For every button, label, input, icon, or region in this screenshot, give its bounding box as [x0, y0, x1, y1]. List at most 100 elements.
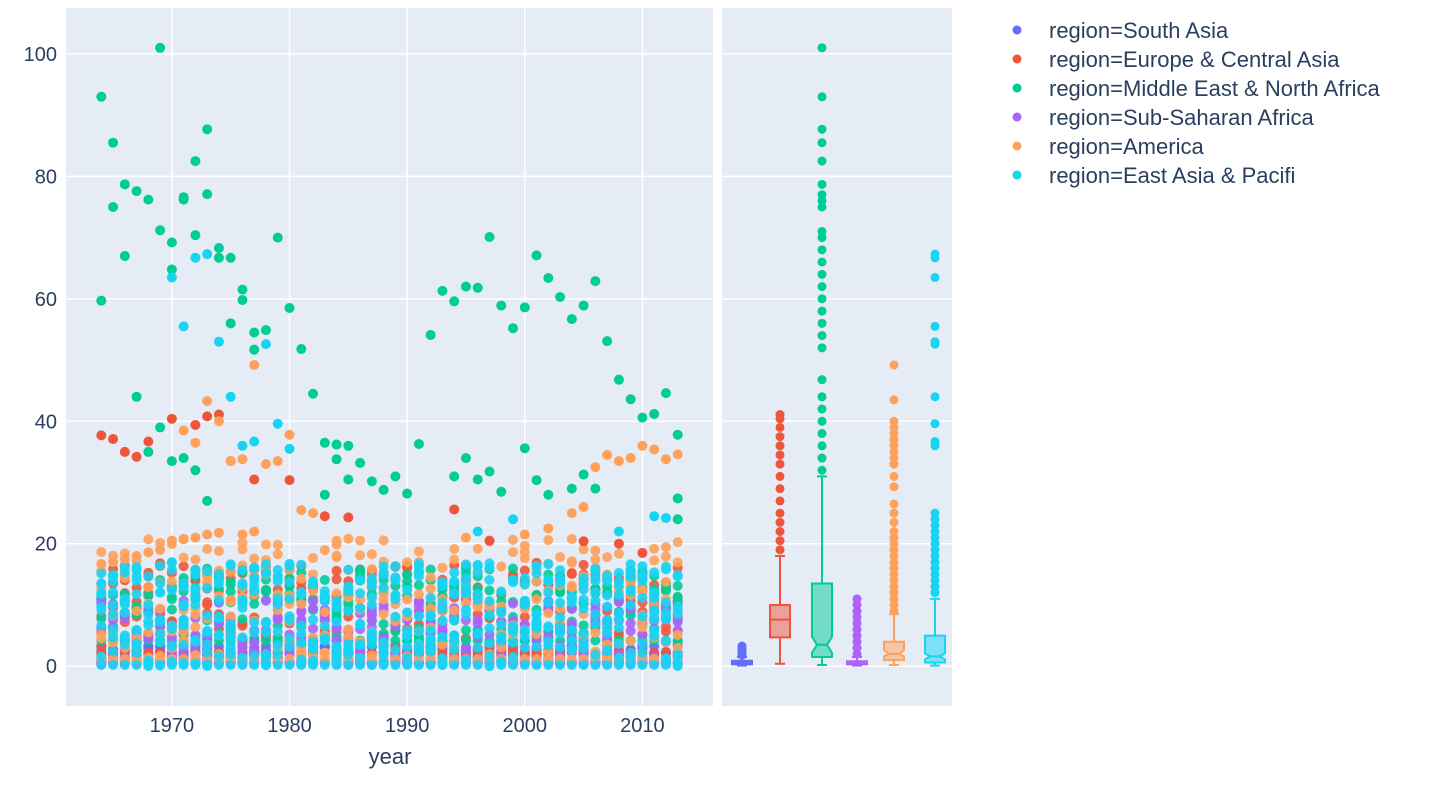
band-point: [460, 635, 471, 646]
y-tick-label: 20: [35, 534, 57, 556]
band-point: [496, 586, 507, 597]
band-point: [213, 578, 224, 589]
band-point: [625, 618, 636, 629]
band-point: [108, 624, 119, 635]
data-point: [284, 429, 295, 440]
data-point: [178, 453, 189, 464]
box-outlier: [817, 404, 827, 414]
data-point: [519, 302, 530, 313]
band-point: [543, 535, 554, 546]
band-point: [578, 620, 589, 631]
band-point: [143, 659, 154, 670]
band-point: [143, 627, 154, 638]
band-point: [155, 587, 166, 598]
band-point: [237, 544, 248, 555]
band-point: [319, 659, 330, 670]
band-point: [143, 590, 154, 601]
band-point: [543, 659, 554, 670]
band-point: [119, 630, 130, 641]
data-point: [496, 486, 507, 497]
band-point: [449, 605, 460, 616]
box-outlier: [817, 190, 827, 200]
data-point: [378, 484, 389, 495]
data-point: [225, 318, 236, 329]
band-point: [308, 636, 319, 647]
band-point: [660, 551, 671, 562]
y-tick-label: 60: [35, 289, 57, 311]
data-point: [519, 529, 530, 540]
data-point: [437, 285, 448, 296]
band-point: [660, 542, 671, 553]
box-outlier: [817, 257, 827, 267]
legend: region=South Asia region=Europe & Central…: [1012, 18, 1381, 188]
box-outlier: [889, 508, 899, 518]
band-point: [566, 534, 577, 545]
data-point: [166, 535, 177, 546]
band-point: [343, 586, 354, 597]
band-point: [531, 609, 542, 620]
band-point: [484, 574, 495, 585]
band-point: [519, 547, 530, 558]
band-point: [566, 557, 577, 568]
band-point: [625, 600, 636, 611]
band-point: [119, 607, 130, 618]
band-point: [590, 609, 601, 620]
band-point: [178, 659, 189, 670]
data-point: [96, 295, 107, 306]
band-point: [590, 545, 601, 556]
data-point: [613, 374, 624, 385]
band-point: [508, 659, 519, 670]
band-point: [143, 620, 154, 631]
box: [811, 582, 833, 659]
data-point: [143, 446, 154, 457]
band-point: [508, 598, 519, 609]
data-point: [625, 453, 636, 464]
band-point: [155, 637, 166, 648]
x-tick-label: 1990: [385, 715, 430, 737]
band-point: [355, 659, 366, 670]
data-point: [649, 511, 660, 522]
box-outlier: [852, 594, 862, 604]
band-point: [649, 614, 660, 625]
data-point: [178, 194, 189, 205]
data-point: [472, 474, 483, 485]
band-point: [649, 543, 660, 554]
band-point: [260, 586, 271, 597]
box-outlier: [817, 465, 827, 475]
band-point: [225, 632, 236, 643]
band-point: [637, 647, 648, 658]
band-point: [578, 544, 589, 555]
band-point: [355, 574, 366, 585]
band-point: [413, 597, 424, 608]
data-point: [249, 436, 260, 447]
band-point: [472, 659, 483, 670]
legend-item-label: region=Sub-Saharan Africa: [1049, 105, 1315, 130]
box-outlier: [775, 422, 785, 432]
x-tick-label: 1970: [150, 715, 195, 737]
band-point: [331, 588, 342, 599]
band-point: [308, 614, 319, 625]
band-point: [96, 620, 107, 631]
data-point: [460, 281, 471, 292]
box-outlier: [737, 641, 747, 651]
band-point: [166, 623, 177, 634]
data-point: [143, 194, 154, 205]
band-point: [260, 539, 271, 550]
band-point: [155, 659, 166, 670]
band-point: [402, 652, 413, 663]
band-point: [460, 588, 471, 599]
band-point: [296, 598, 307, 609]
band-point: [402, 594, 413, 605]
band-point: [378, 619, 389, 630]
box-outlier: [817, 269, 827, 279]
legend-marker: [1012, 170, 1022, 180]
data-point: [213, 243, 224, 254]
data-point: [308, 388, 319, 399]
marginal-plot-background: [722, 8, 952, 706]
band-point: [308, 596, 319, 607]
data-point: [249, 359, 260, 370]
band-point: [213, 611, 224, 622]
box-outlier: [889, 416, 899, 426]
band-point: [202, 543, 213, 554]
data-point: [613, 526, 624, 537]
